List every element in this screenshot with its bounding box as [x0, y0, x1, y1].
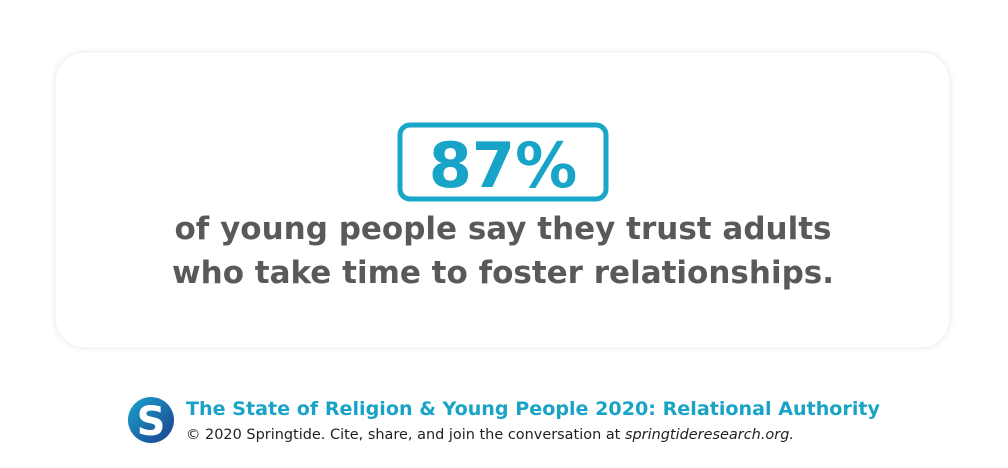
logo-letter: S	[137, 399, 166, 445]
stat-box	[397, 122, 609, 202]
footer-title: The State of Religion & Young People 202…	[186, 398, 881, 420]
logo	[128, 397, 174, 443]
stat-line: of young people say they trust adults	[175, 211, 832, 247]
stat: 87%	[429, 129, 577, 202]
stat-line: who take time to foster relationships.	[172, 255, 834, 291]
credit-link: springtideresearch.org.	[625, 427, 794, 443]
credit-text: © 2020 Springtide. Cite, share, and join…	[186, 427, 625, 443]
footer-credit: © 2020 Springtide. Cite, share, and join…	[186, 427, 794, 443]
